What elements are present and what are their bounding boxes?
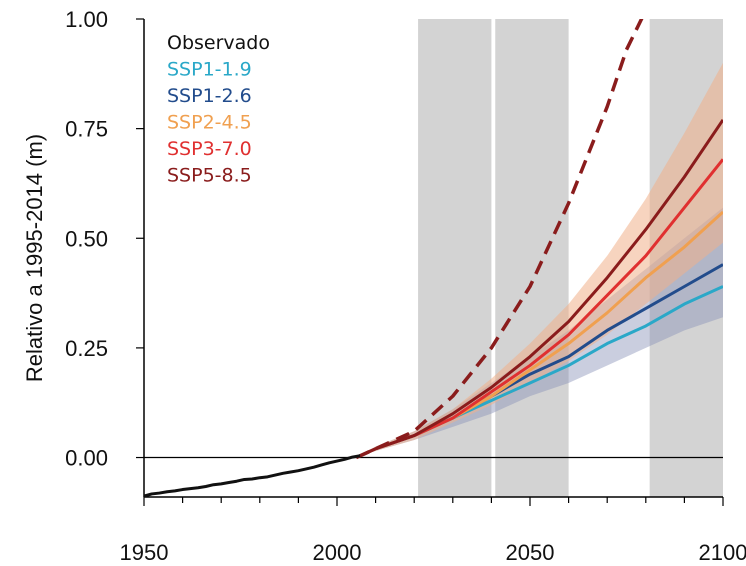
y-axis-ticks: 0.00 0.25 0.50 0.75 1.00 [65,7,144,471]
x-tick-label: 1950 [120,540,169,565]
legend-item: SSP1-2.6 [167,85,252,107]
legend-item: SSP3-7.0 [167,138,252,160]
uncertainty-bands [356,62,723,458]
observed-line-group [143,454,361,498]
legend-item: SSP5-8.5 [167,165,252,187]
x-tick-label: 2000 [313,540,362,565]
shaded-period-2 [495,19,569,497]
series-lines [355,19,723,460]
legend-item: SSP2-4.5 [167,112,252,134]
legend-item: SSP1-1.9 [167,59,252,81]
y-tick-label: 0.25 [65,336,108,361]
x-tick-label: 2050 [506,540,555,565]
uncertainty-band-2 [356,62,723,458]
legend: Observado SSP1-1.9 SSP1-2.6 SSP2-4.5 SSP3-7.… [167,32,270,187]
legend-item: Observado [167,32,270,54]
shaded-periods [418,19,723,497]
y-tick-label: 0.00 [65,446,108,471]
y-axis-title: Relativo a 1995-2014 (m) [22,134,47,382]
x-tick-label: 2100 [699,540,746,565]
x-axis-ticks: 1950 2000 2050 2100 [120,497,746,565]
axes [143,19,723,498]
uncertainty-band-1 [356,207,723,458]
series-line-ssp5-8-5-dashed [355,19,644,460]
series-line-ssp5-8-5 [355,119,723,459]
y-tick-label: 1.00 [65,7,108,32]
observed-line [143,454,361,498]
y-tick-label: 0.50 [65,226,108,251]
y-tick-label: 0.75 [65,117,108,142]
